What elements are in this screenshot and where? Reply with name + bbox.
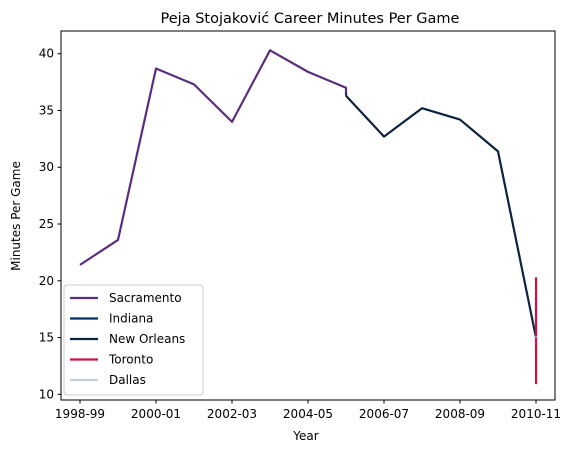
x-tick-label: 1998-99 (55, 407, 105, 421)
legend-label: New Orleans (109, 332, 185, 346)
y-tick-label: 35 (39, 103, 54, 117)
x-axis-title: Year (292, 429, 318, 443)
series-line-sacramento (79, 49, 348, 266)
legend-frame (63, 284, 204, 396)
y-tick-label: 25 (39, 217, 54, 231)
y-axis: 10 15 20 25 30 35 40 (39, 47, 61, 401)
series-line-new-orleans (345, 94, 538, 338)
plot-area (79, 49, 538, 385)
chart-title: Peja Stojaković Career Minutes Per Game (161, 11, 460, 27)
x-tick-label: 2004-05 (283, 407, 333, 421)
x-tick-label: 2010-11 (511, 407, 561, 421)
legend-label: Indiana (109, 312, 153, 326)
y-axis-title: Minutes Per Game (9, 161, 23, 271)
x-tick-label: 2008-09 (435, 407, 485, 421)
legend-label: Toronto (108, 353, 153, 367)
legend-label: Dallas (109, 373, 146, 387)
x-tick-label: 2000-01 (131, 407, 181, 421)
series-layer (79, 49, 538, 385)
x-axis: 1998-99 2000-01 2002-03 2004-05 2006-07 2008-… (55, 400, 561, 421)
y-tick-label: 40 (39, 47, 54, 61)
legend-label: Sacramento (109, 291, 182, 305)
x-tick-label: 2002-03 (207, 407, 257, 421)
legend: Sacramento Indiana New Orleans Toronto Dalla… (63, 284, 204, 396)
x-tick-label: 2006-07 (359, 407, 409, 421)
y-tick-label: 30 (39, 160, 54, 174)
y-tick-label: 15 (39, 331, 54, 345)
y-tick-label: 10 (39, 387, 54, 401)
y-tick-label: 20 (39, 274, 54, 288)
